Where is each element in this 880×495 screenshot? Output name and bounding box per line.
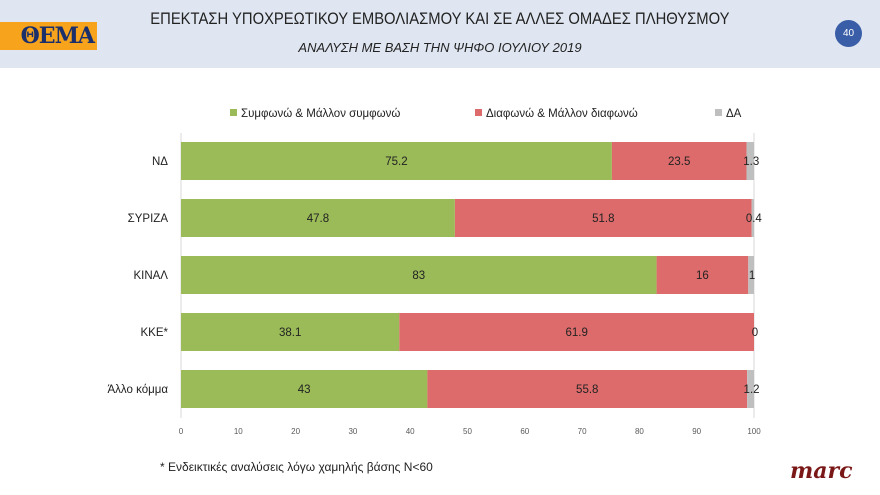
bar-segment (746, 142, 754, 180)
x-tick-label: 50 (463, 427, 472, 436)
data-label: 47.8 (307, 213, 329, 225)
bar-segment (399, 313, 754, 351)
bar-segment (181, 142, 612, 180)
x-tick-label: 90 (692, 427, 701, 436)
bar-segment (748, 256, 754, 294)
page-subtitle: ΑΝΑΛΥΣΗ ΜΕ ΒΑΣΗ ΤΗΝ ΨΗΦΟ ΙΟΥΛΙΟΥ 2019 (298, 40, 582, 55)
header-band (0, 0, 880, 68)
page-title-text: ΕΠΕΚΤΑΣΗ ΥΠΟΧΡΕΩΤΙΚΟΥ ΕΜΒΟΛΙΑΣΜΟΥ ΚΑΙ ΣΕ… (150, 9, 730, 28)
category-label: ΚΚΕ* (141, 327, 169, 339)
x-tick-label: 20 (291, 427, 300, 436)
bar-segment (454, 199, 752, 237)
page-number-badge: 40 (835, 20, 862, 47)
x-tick-label: 70 (578, 427, 587, 436)
data-label: 75.2 (385, 156, 407, 168)
legend-swatch (715, 109, 722, 116)
data-label: 43 (298, 384, 311, 396)
legend-swatch (475, 109, 482, 116)
bar-segment (611, 142, 747, 180)
bar-segment (751, 199, 754, 237)
x-tick-label: 80 (635, 427, 644, 436)
legend-label: ΔΑ (726, 108, 742, 120)
bar-segment (656, 256, 749, 294)
x-tick-label: 100 (747, 427, 761, 436)
bar-segment (181, 199, 455, 237)
footnote: * Ενδεικτικές αναλύσεις λόγω χαμηλής βάσ… (160, 460, 433, 474)
legend-swatch (230, 109, 237, 116)
bar-segment (427, 370, 748, 408)
data-label: 61.9 (565, 327, 587, 339)
data-label: 83 (412, 270, 425, 282)
bar-segment (747, 370, 754, 408)
page-title: ΕΠΕΚΤΑΣΗ ΥΠΟΧΡΕΩΤΙΚΟΥ ΕΜΒΟΛΙΑΣΜΟΥ ΚΑΙ ΣΕ… (120, 9, 760, 31)
data-label: 1.2 (744, 384, 760, 396)
x-tick-label: 60 (520, 427, 529, 436)
data-label: 1.3 (743, 156, 759, 168)
data-label: 55.8 (576, 384, 598, 396)
legend-label: Συμφωνώ & Μάλλον συμφωνώ (241, 108, 400, 120)
category-label: ΝΔ (152, 156, 168, 168)
data-label: 1 (749, 270, 755, 282)
data-label: 23.5 (668, 156, 690, 168)
bar-segment (181, 256, 657, 294)
bar-segment (181, 313, 400, 351)
category-label: ΣΥΡΙΖΑ (128, 213, 169, 225)
data-label: 16 (696, 270, 709, 282)
category-label: Άλλο κόμμα (108, 384, 169, 396)
data-label: 0 (752, 327, 758, 339)
marc-logo: marc (790, 458, 853, 484)
x-tick-label: 40 (406, 427, 415, 436)
x-tick-label: 0 (179, 427, 184, 436)
logo: ΘΕΜΑ (0, 22, 97, 50)
data-label: 51.8 (592, 213, 614, 225)
x-tick-label: 10 (234, 427, 243, 436)
data-label: 0.4 (746, 213, 763, 225)
data-label: 38.1 (279, 327, 301, 339)
legend-label: Διαφωνώ & Μάλλον διαφωνώ (486, 108, 638, 120)
bar-segment (181, 370, 428, 408)
category-label: ΚΙΝΑΛ (133, 270, 168, 282)
x-tick-label: 30 (348, 427, 357, 436)
